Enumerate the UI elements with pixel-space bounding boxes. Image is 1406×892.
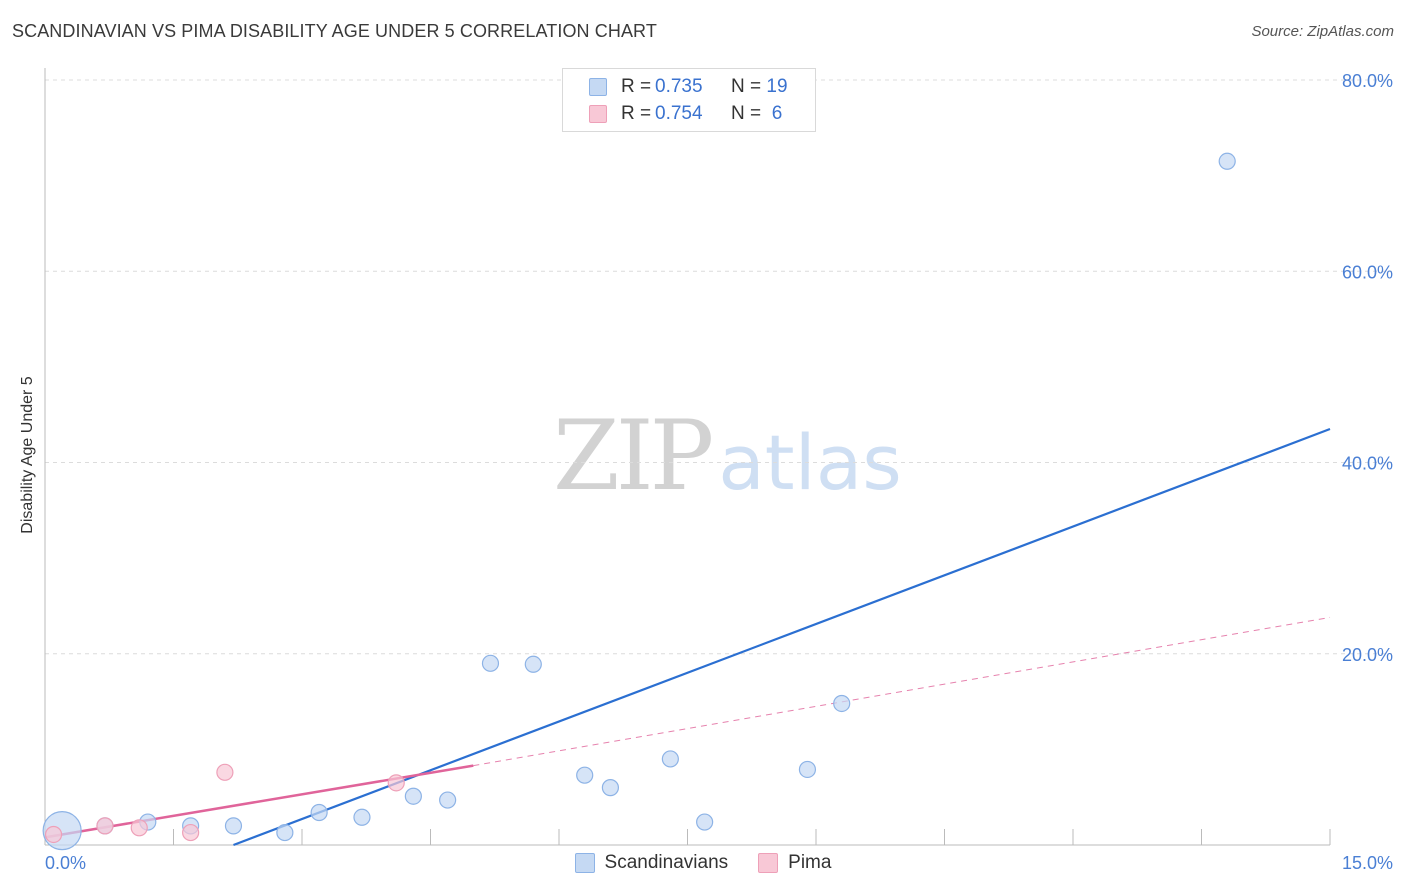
x-tick-label: 0.0% xyxy=(45,853,86,873)
pima-point xyxy=(182,823,200,842)
legend-r-value: 0.754 xyxy=(655,103,703,124)
legend-swatch-pink xyxy=(758,853,779,873)
legend-item-scandinavians: Scandinavians xyxy=(574,852,729,874)
scandinavians-point xyxy=(224,817,243,835)
correlation-legend: R = 0.735 N = 19 R = 0.754 N = 6 xyxy=(562,68,816,132)
scandinavians-point xyxy=(404,787,422,805)
data-points xyxy=(42,152,1236,851)
scandinavians-point xyxy=(524,655,542,673)
scandinavians-point xyxy=(661,750,679,768)
grid-lines xyxy=(45,79,1392,655)
scandinavians-point xyxy=(833,694,851,713)
pima-point xyxy=(44,825,63,844)
scandinavians-point xyxy=(276,823,294,842)
legend-r-label: R = xyxy=(621,76,652,97)
scandinavians-point xyxy=(439,791,457,809)
scandinavians-point xyxy=(353,808,371,826)
scandinavians-point xyxy=(1218,152,1236,170)
legend-label-pima: Pima xyxy=(788,852,832,873)
legend-r-label: R = xyxy=(621,103,652,124)
series-legend: Scandinavians Pima xyxy=(0,852,1406,874)
scandinavians-point xyxy=(576,766,594,784)
pima-trend-extension xyxy=(473,616,1331,767)
legend-item-pima: Pima xyxy=(758,852,831,874)
chart-title: SCANDINAVIAN VS PIMA DISABILITY AGE UNDE… xyxy=(12,21,657,41)
source-note: Source: ZipAtlas.com xyxy=(1251,23,1394,40)
pima-point xyxy=(130,819,148,837)
scandinavians-point xyxy=(310,803,328,822)
watermark-zip: ZIP xyxy=(553,400,714,512)
legend-n-label: N = xyxy=(731,103,762,124)
legend-n-value: 19 xyxy=(766,76,788,97)
legend-row-pima: R = 0.754 N = 6 xyxy=(589,102,791,126)
legend-r-value: 0.735 xyxy=(655,76,703,97)
scandinavians-point xyxy=(601,779,620,797)
legend-swatch-blue xyxy=(574,853,595,873)
scandinavians-point xyxy=(696,813,714,831)
scandinavians-point xyxy=(481,654,500,672)
legend-n-value: 6 xyxy=(771,103,783,124)
y-tick-label: 40.0% xyxy=(1342,454,1393,474)
legend-row-scandinavians: R = 0.735 N = 19 xyxy=(589,75,791,99)
pima-point xyxy=(387,774,405,792)
y-tick-label: 80.0% xyxy=(1342,71,1393,91)
legend-n-label: N = xyxy=(731,76,762,97)
y-tick-label: 20.0% xyxy=(1342,645,1393,665)
legend-swatch-pink xyxy=(589,105,607,123)
pima-point xyxy=(96,817,114,835)
pima-point xyxy=(216,763,234,781)
legend-label-scandinavians: Scandinavians xyxy=(604,852,729,873)
tick-labels: 20.0% 40.0% 60.0% 80.0% 0.0% 15.0% xyxy=(45,71,1393,873)
trend-lines xyxy=(44,428,1331,847)
scandinavians-point xyxy=(798,760,817,779)
y-tick-label: 60.0% xyxy=(1342,262,1393,282)
x-tick-label: 15.0% xyxy=(1342,853,1393,873)
legend-swatch-blue xyxy=(589,78,607,96)
axes xyxy=(44,68,1331,846)
